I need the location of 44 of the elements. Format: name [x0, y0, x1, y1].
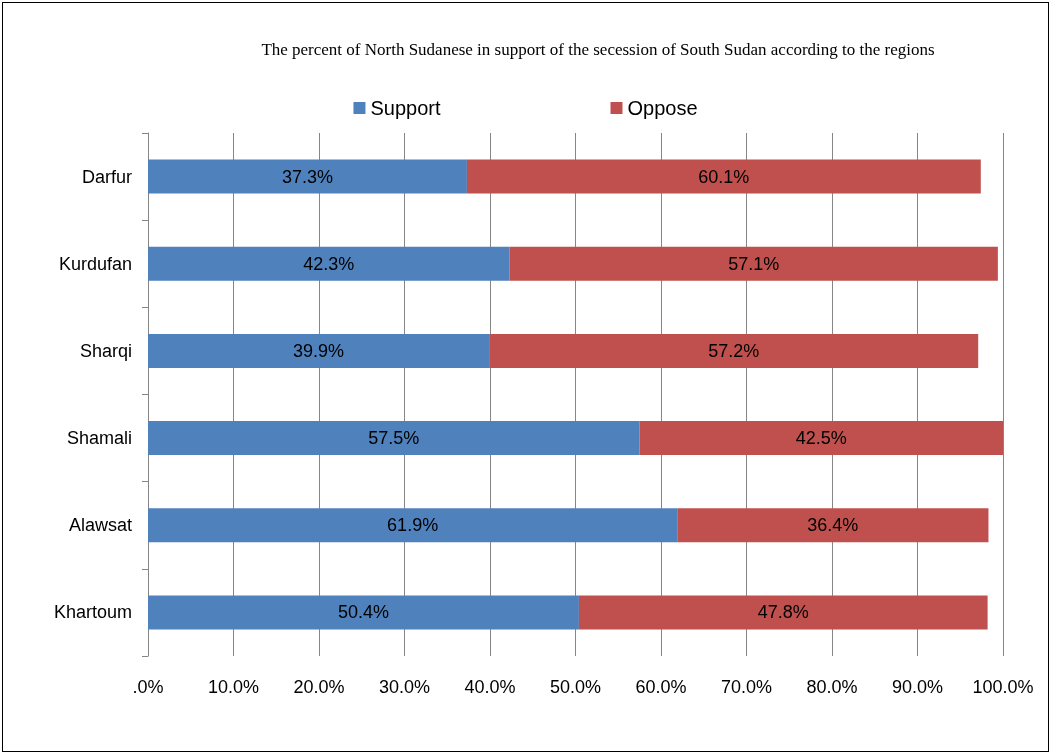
bar — [148, 333, 490, 368]
x-tick-label: 90.0% — [891, 677, 944, 697]
y-tick-label: Kurdufan — [58, 253, 132, 274]
y-tick-label: Khartoum — [53, 602, 132, 623]
data-label: 50.4% — [337, 602, 389, 623]
bar — [509, 246, 998, 281]
y-tick-label: Alawsat — [68, 515, 132, 536]
bar — [639, 421, 1003, 456]
bar — [148, 421, 640, 456]
legend-label: Oppose — [627, 97, 698, 119]
data-label: 37.3% — [281, 166, 333, 187]
bar — [148, 159, 467, 194]
x-tick-label: 100.0% — [972, 677, 1034, 697]
y-tick-label: Darfur — [81, 166, 132, 187]
y-tick-label: Shamali — [66, 428, 132, 449]
x-tick-label: 20.0% — [293, 677, 345, 697]
bar — [466, 159, 981, 194]
x-tick-label: 70.0% — [720, 677, 773, 697]
bar — [578, 595, 988, 630]
data-label: 36.4% — [807, 515, 859, 536]
y-tick-label: Sharqi — [79, 340, 132, 361]
data-label: 47.8% — [757, 602, 809, 623]
legend-label: Support — [370, 97, 441, 119]
bar — [677, 508, 989, 543]
data-label: 61.9% — [387, 515, 439, 536]
bar — [148, 595, 579, 630]
chart-title: The percent of North Sudanese in support of the secession of South Sudan according to the regions — [261, 39, 935, 59]
data-label: 57.1% — [728, 253, 780, 274]
data-label: 60.1% — [698, 166, 750, 187]
data-label: 42.3% — [303, 253, 355, 274]
bar — [148, 246, 510, 281]
data-label: 42.5% — [795, 428, 847, 449]
x-tick-label: 30.0% — [378, 677, 431, 697]
bar — [148, 508, 678, 543]
x-tick-label: 40.0% — [464, 677, 516, 697]
x-tick-label: 60.0% — [635, 677, 687, 697]
data-label: 57.2% — [708, 340, 760, 361]
bar — [489, 333, 979, 368]
x-tick-label: 10.0% — [207, 677, 260, 697]
x-tick-label: .0% — [132, 677, 164, 697]
x-tick-label: 80.0% — [806, 677, 858, 697]
data-label: 39.9% — [293, 340, 345, 361]
x-tick-label: 50.0% — [549, 677, 602, 697]
data-label: 57.5% — [368, 428, 420, 449]
